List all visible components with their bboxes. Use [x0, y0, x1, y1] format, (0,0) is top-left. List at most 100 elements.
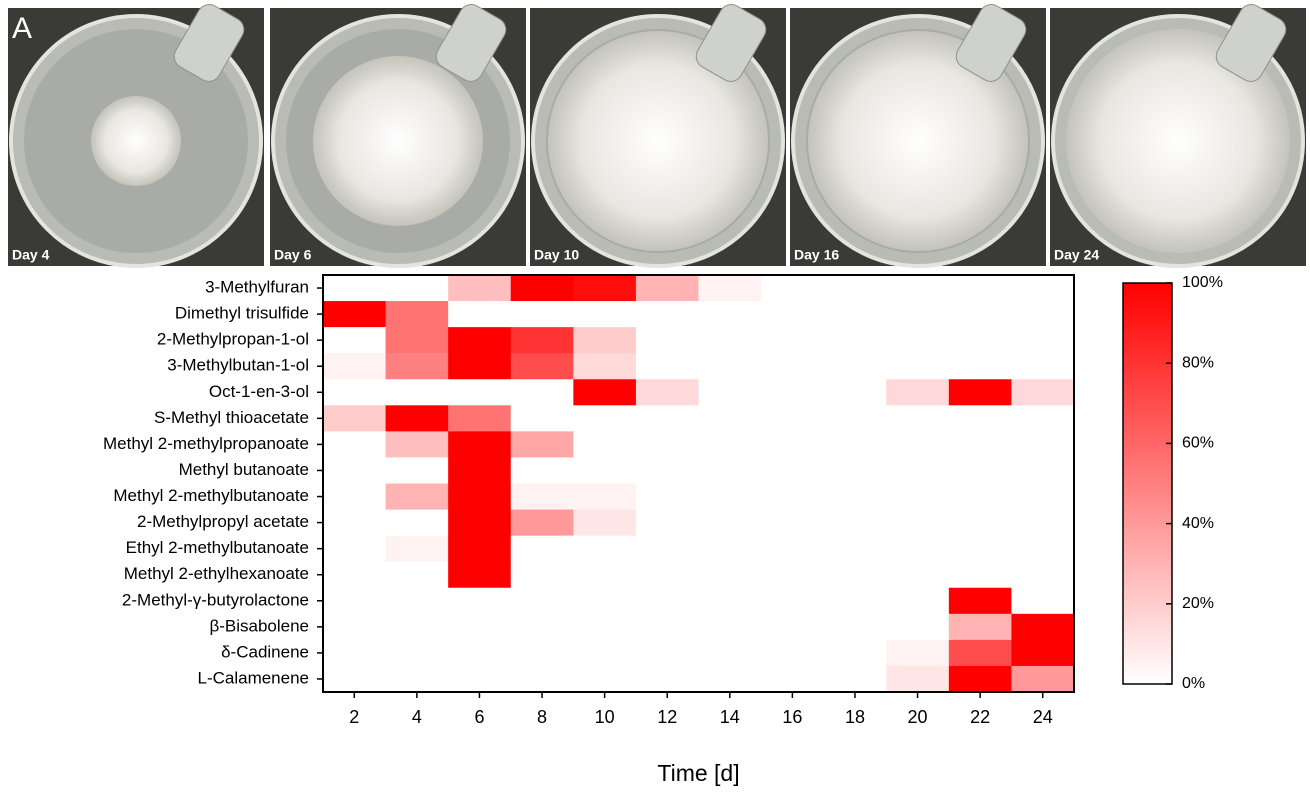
heat-cell [823, 587, 887, 615]
heat-cell [823, 483, 887, 511]
heat-cell [948, 405, 1012, 432]
heat-cell [573, 639, 637, 667]
heat-cell [1011, 665, 1075, 693]
heat-cell [698, 639, 762, 667]
heat-cell [635, 509, 699, 537]
heat-cell [886, 327, 950, 354]
heat-cell [323, 483, 387, 511]
heat-cell [698, 353, 762, 380]
heat-cell [448, 301, 512, 328]
heat-cell [635, 353, 699, 380]
heat-cell [448, 613, 512, 641]
heat-cell [948, 353, 1012, 380]
fungus [313, 56, 483, 226]
heat-cell [635, 431, 699, 458]
fungus [91, 96, 181, 186]
row-label: 3-Methylbutan-1-ol [167, 356, 309, 375]
row-label: Methyl butanoate [179, 460, 309, 479]
bottle-neck [173, 4, 245, 82]
heat-cell [698, 613, 762, 641]
heat-cell [948, 379, 1012, 406]
heat-cell [573, 665, 637, 693]
heat-cell [886, 353, 950, 380]
heat-cell [823, 457, 887, 484]
heat-cell [573, 613, 637, 641]
heat-cell [761, 327, 825, 354]
heat-cell [635, 665, 699, 693]
heat-cell [448, 353, 512, 380]
heat-cell [510, 405, 574, 432]
heat-cell [510, 509, 574, 537]
heat-cell [823, 327, 887, 354]
heat-cell [1011, 483, 1075, 511]
heat-cell [635, 613, 699, 641]
heat-cell [886, 275, 950, 302]
colorbar-tick-label: 40% [1182, 515, 1214, 532]
heat-cell [510, 431, 574, 458]
heat-cell [573, 301, 637, 328]
heat-cell [761, 301, 825, 328]
heat-cell [761, 535, 825, 563]
row-label: Dimethyl trisulfide [175, 304, 309, 323]
heat-cell [761, 587, 825, 615]
heat-cell [448, 379, 512, 406]
heat-cell [385, 327, 449, 354]
heat-cell [510, 561, 574, 589]
heat-cell [323, 613, 387, 641]
heat-cell [323, 431, 387, 458]
heat-cell [385, 275, 449, 302]
heat-cell [385, 457, 449, 484]
heat-cell [1011, 275, 1075, 302]
heat-cell [1011, 535, 1075, 563]
colorbar-tick-label: 60% [1182, 435, 1214, 452]
heat-cell [510, 483, 574, 511]
heat-cell [886, 665, 950, 693]
heat-cell [823, 639, 887, 667]
heat-cell [886, 587, 950, 615]
colorbar-tick-label: 20% [1182, 595, 1214, 612]
heat-cell [1011, 561, 1075, 589]
heat-cell [1011, 431, 1075, 458]
heat-cell [510, 379, 574, 406]
heat-cell [761, 457, 825, 484]
heat-cell [698, 535, 762, 563]
heat-cell [448, 483, 512, 511]
x-tick-label: 20 [908, 707, 928, 727]
heat-cell [761, 665, 825, 693]
heat-cell [1011, 405, 1075, 432]
heat-cell [761, 353, 825, 380]
heat-cell [448, 431, 512, 458]
heat-cell [573, 379, 637, 406]
heat-cell [323, 535, 387, 563]
photo-label: Day 16 [794, 247, 839, 263]
heat-cell [635, 379, 699, 406]
photo-label: Day 4 [12, 247, 50, 263]
row-label: 3-Methylfuran [205, 278, 309, 297]
row-label: S-Methyl thioacetate [154, 408, 309, 427]
heat-cell [1011, 587, 1075, 615]
row-label: Ethyl 2-methylbutanoate [126, 538, 309, 557]
heat-cell [948, 431, 1012, 458]
heat-cell [323, 665, 387, 693]
heat-cell [635, 561, 699, 589]
heat-cell [510, 639, 574, 667]
x-tick-label: 14 [720, 707, 740, 727]
bottle-neck [955, 4, 1027, 82]
heat-cell [823, 431, 887, 458]
row-label: Methyl 2-ethylhexanoate [124, 564, 309, 583]
heat-cell [323, 405, 387, 432]
heat-cell [948, 561, 1012, 589]
heat-cell [385, 535, 449, 563]
row-label: 2-Methyl-γ-butyrolactone [122, 590, 309, 609]
heat-cell [886, 301, 950, 328]
heat-cell [948, 535, 1012, 563]
heat-cell [385, 483, 449, 511]
heat-cell [448, 561, 512, 589]
heat-cell [886, 431, 950, 458]
x-tick-label: 4 [412, 707, 422, 727]
heat-cell [886, 405, 950, 432]
heatmap: 3-Methylfuran Dimethyl trisulfide 2-Methyl… [103, 274, 1223, 786]
x-tick-label: 8 [537, 707, 547, 727]
heat-cell [1011, 301, 1075, 328]
heat-cell [510, 275, 574, 302]
